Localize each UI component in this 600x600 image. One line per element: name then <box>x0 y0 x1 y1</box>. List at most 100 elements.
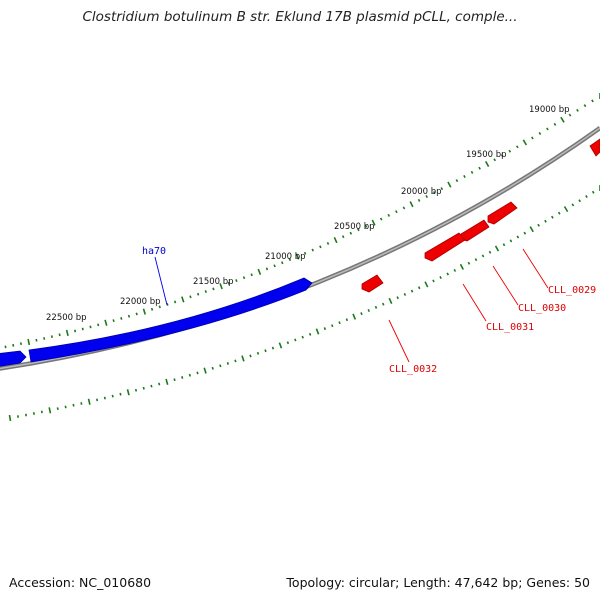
outer-tick <box>112 319 115 323</box>
gene-ha70-label: ha70 <box>142 246 166 257</box>
outer-tick <box>166 302 169 306</box>
outer-tick <box>104 319 108 326</box>
outer-tick <box>242 276 246 280</box>
inner-tick <box>278 342 283 349</box>
outer-tick <box>50 335 53 339</box>
outer-tick <box>560 116 565 123</box>
inner-tick <box>585 195 588 199</box>
gene-cll-0030-leader <box>492 265 519 306</box>
outer-tick <box>288 258 292 262</box>
inner-tick <box>56 407 59 411</box>
outer-tick <box>425 194 428 198</box>
inner-tick <box>249 354 252 358</box>
outer-tick <box>212 287 215 291</box>
inner-tick <box>502 243 506 247</box>
inner-tick <box>367 309 370 312</box>
outer-tick <box>463 175 466 178</box>
outer-tick <box>257 268 262 275</box>
inner-tick <box>509 239 513 243</box>
map-summary-text: Topology: circular; Length: 47,642 bp; G… <box>286 575 590 590</box>
outer-tick <box>515 145 519 149</box>
inner-tick <box>308 332 312 336</box>
inner-tick <box>453 268 457 272</box>
outer-tick <box>447 181 452 188</box>
inner-tick <box>264 349 267 353</box>
inner-tick <box>396 296 399 300</box>
bp-label-20000: 20000 bp <box>401 187 442 197</box>
inner-tick <box>134 388 138 392</box>
outer-tick <box>538 131 542 135</box>
inner-tick <box>196 371 199 375</box>
bp-label-22500: 22500 bp <box>46 313 87 323</box>
inner-tick <box>80 402 83 405</box>
outer-tick <box>19 342 23 346</box>
outer-tick-ring <box>0 96 600 350</box>
outer-tick <box>522 139 528 146</box>
outer-tick <box>219 283 223 290</box>
outer-tick <box>35 338 38 342</box>
inner-tick <box>474 258 478 262</box>
gene-cll-0031-label: CLL_0031 <box>486 322 534 333</box>
bp-label-21000: 21000 bp <box>265 252 306 262</box>
inner-tick <box>537 223 540 227</box>
outer-tick <box>158 305 161 309</box>
outer-tick <box>455 179 459 183</box>
inner-tick <box>551 215 554 219</box>
inner-tick <box>103 396 106 400</box>
inner-tick <box>256 351 260 355</box>
inner-tick <box>234 359 237 363</box>
gene-cll-0031[interactable] <box>424 232 466 262</box>
gene-cll-0032[interactable] <box>361 274 384 293</box>
outer-tick <box>265 267 269 271</box>
inner-tick <box>591 190 595 194</box>
inner-tick <box>516 235 520 239</box>
bp-label-22000: 22000 bp <box>120 297 161 307</box>
outer-tick <box>4 345 7 349</box>
outer-tick <box>531 136 534 140</box>
inner-tick <box>241 355 245 362</box>
inner-tick <box>382 302 385 306</box>
inner-tick <box>403 292 407 296</box>
inner-tick <box>72 403 75 407</box>
inner-tick <box>417 286 421 290</box>
gene-cll-0030-label: CLL_0030 <box>518 303 566 314</box>
outer-tick <box>227 281 230 285</box>
gene-cll-0029[interactable] <box>487 201 518 225</box>
inner-tick <box>424 281 429 288</box>
outer-tick <box>379 217 383 221</box>
outer-tick <box>204 290 207 294</box>
gene-cll-0030[interactable] <box>460 219 490 242</box>
inner-tick <box>126 389 130 396</box>
outer-tick <box>196 292 200 296</box>
gene-ha70-leader <box>154 256 168 306</box>
outer-tick <box>395 210 398 214</box>
outer-tick <box>553 122 557 126</box>
inner-tick <box>211 366 214 370</box>
outer-tick <box>97 323 100 327</box>
gene-cll-0028-partial[interactable] <box>589 138 600 157</box>
accession-text: Accession: NC_010680 <box>9 575 152 590</box>
outer-tick <box>189 295 192 299</box>
inner-tick <box>439 276 442 279</box>
outer-tick <box>89 325 92 329</box>
inner-tick <box>219 364 222 368</box>
inner-tick <box>578 199 582 203</box>
inner-tick <box>226 361 230 365</box>
inner-tick <box>523 231 527 235</box>
plasmid-backbone <box>0 126 600 371</box>
outer-tick <box>12 343 15 347</box>
outer-tick <box>273 264 276 268</box>
inner-tick <box>181 376 184 379</box>
outer-tick <box>319 245 322 249</box>
inner-tick <box>323 327 327 331</box>
inner-tick <box>271 346 275 350</box>
gene-ha70[interactable] <box>28 277 313 363</box>
inner-tick <box>301 335 304 339</box>
outer-tick <box>440 187 444 191</box>
inner-tick <box>352 313 357 320</box>
outer-tick <box>311 248 314 252</box>
bp-label-21500: 21500 bp <box>193 277 234 287</box>
inner-tick <box>48 407 52 414</box>
gene-left-partial[interactable] <box>0 350 27 367</box>
